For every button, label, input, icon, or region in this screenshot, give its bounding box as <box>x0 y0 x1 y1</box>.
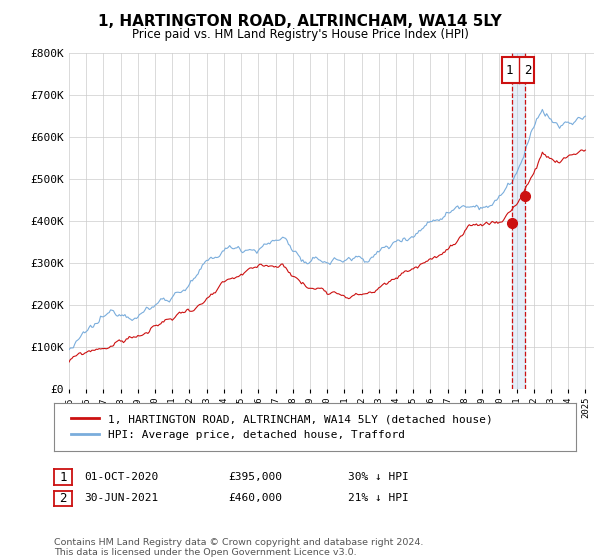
Text: 01-OCT-2020: 01-OCT-2020 <box>84 472 158 482</box>
Text: 30% ↓ HPI: 30% ↓ HPI <box>348 472 409 482</box>
Text: £460,000: £460,000 <box>228 493 282 503</box>
Text: £395,000: £395,000 <box>228 472 282 482</box>
Text: 1: 1 <box>506 63 514 77</box>
Text: 1: 1 <box>59 470 67 484</box>
Text: 21% ↓ HPI: 21% ↓ HPI <box>348 493 409 503</box>
Text: 30-JUN-2021: 30-JUN-2021 <box>84 493 158 503</box>
Bar <box>512 53 525 389</box>
Text: Price paid vs. HM Land Registry's House Price Index (HPI): Price paid vs. HM Land Registry's House … <box>131 28 469 41</box>
Text: 2: 2 <box>59 492 67 505</box>
Text: 2: 2 <box>524 63 532 77</box>
Bar <box>502 58 534 83</box>
Legend: 1, HARTINGTON ROAD, ALTRINCHAM, WA14 5LY (detached house), HPI: Average price, d: 1, HARTINGTON ROAD, ALTRINCHAM, WA14 5LY… <box>65 408 500 446</box>
Text: Contains HM Land Registry data © Crown copyright and database right 2024.
This d: Contains HM Land Registry data © Crown c… <box>54 538 424 557</box>
Text: 1, HARTINGTON ROAD, ALTRINCHAM, WA14 5LY: 1, HARTINGTON ROAD, ALTRINCHAM, WA14 5LY <box>98 14 502 29</box>
